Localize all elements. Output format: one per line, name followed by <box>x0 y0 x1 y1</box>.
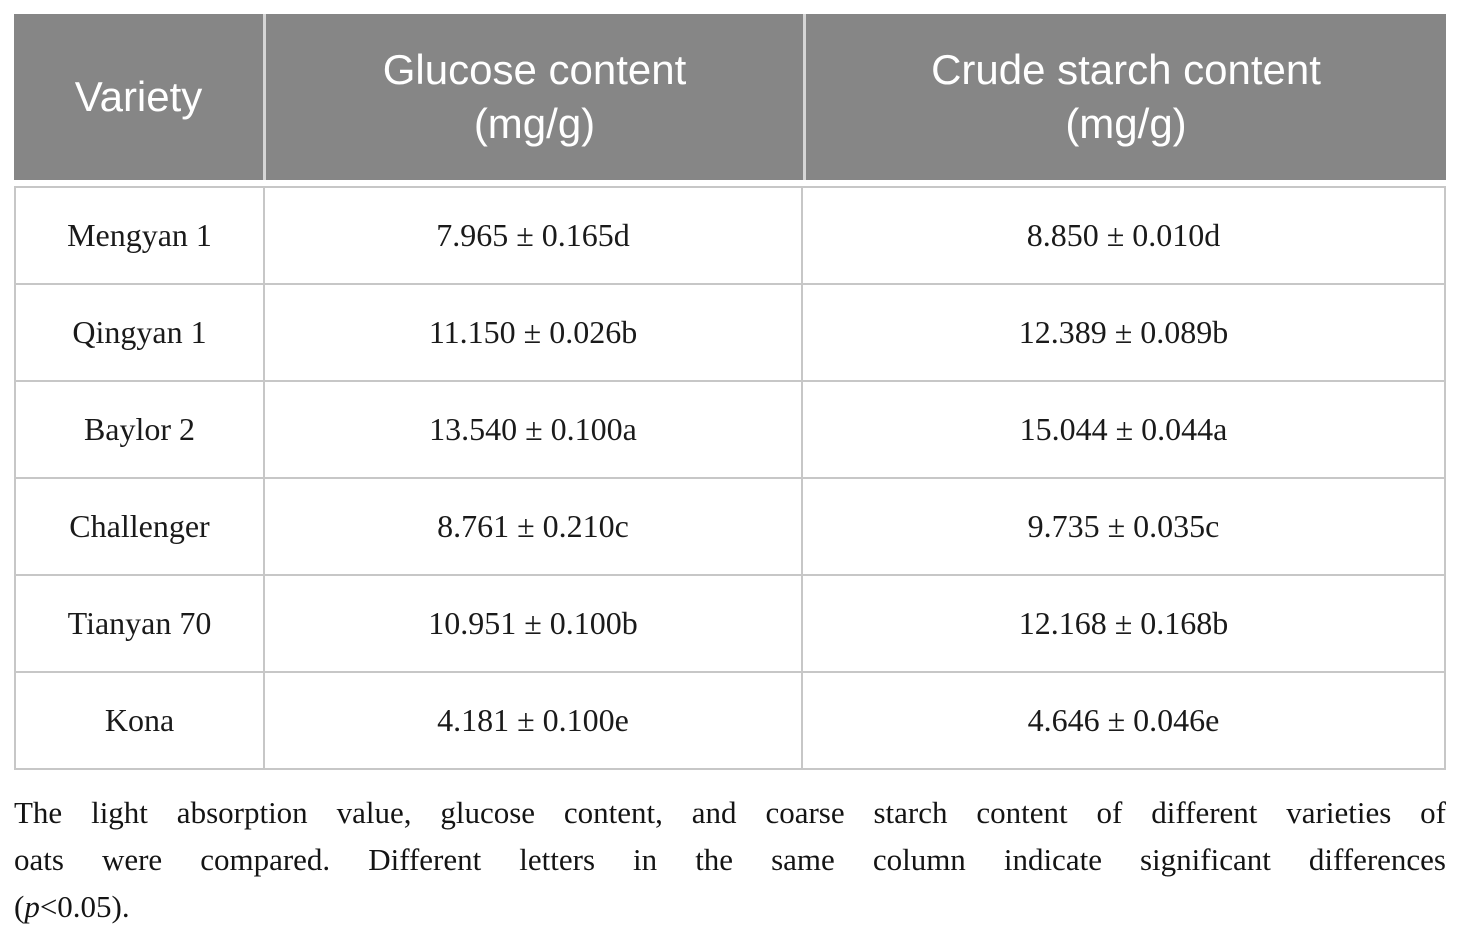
variety-cell: Challenger <box>69 508 210 544</box>
glucose-cell: 13.540 ± 0.100a <box>263 382 801 477</box>
col-header-glucose: Glucose content (mg/g) <box>263 14 803 180</box>
col-header-starch-title: Crude starch content <box>931 46 1321 93</box>
footnote-line-3: (p<0.05). <box>14 883 1446 930</box>
variety-cell: Mengyan 1 <box>67 217 212 253</box>
table-row: Mengyan 1 7.965 ± 0.165d 8.850 ± 0.010d <box>16 188 1444 283</box>
table-row: Tianyan 70 10.951 ± 0.100b 12.168 ± 0.16… <box>16 574 1444 671</box>
starch-cell: 15.044 ± 0.044a <box>801 382 1444 477</box>
table-row: Kona 4.181 ± 0.100e 4.646 ± 0.046e <box>16 671 1444 768</box>
starch-cell: 4.646 ± 0.046e <box>801 673 1444 768</box>
glucose-cell: 10.951 ± 0.100b <box>263 576 801 671</box>
col-header-starch-unit: (mg/g) <box>1065 100 1187 147</box>
table-footnote: The light absorption value, glucose cont… <box>14 789 1446 930</box>
footnote-p-symbol: p <box>24 889 40 924</box>
col-header-glucose-title: Glucose content <box>382 46 687 93</box>
table-row: Challenger 8.761 ± 0.210c 9.735 ± 0.035c <box>16 477 1444 574</box>
glucose-cell: 11.150 ± 0.026b <box>263 285 801 380</box>
data-table: Variety Glucose content (mg/g) Crude sta… <box>14 14 1446 770</box>
glucose-cell: 8.761 ± 0.210c <box>263 479 801 574</box>
variety-cell: Kona <box>104 702 175 738</box>
table-row: Baylor 2 13.540 ± 0.100a 15.044 ± 0.044a <box>16 380 1444 477</box>
variety-cell: Baylor 2 <box>83 411 196 447</box>
footnote-line-2: oats were compared. Different letters in… <box>14 842 1446 877</box>
variety-cell: Qingyan 1 <box>72 314 207 350</box>
starch-cell: 12.389 ± 0.089b <box>801 285 1444 380</box>
table-header-row: Variety Glucose content (mg/g) Crude sta… <box>14 14 1446 180</box>
footnote-p-value: <0.05). <box>39 889 130 924</box>
starch-cell: 9.735 ± 0.035c <box>801 479 1444 574</box>
variety-cell: Tianyan 70 <box>67 605 212 641</box>
glucose-cell: 4.181 ± 0.100e <box>263 673 801 768</box>
table-row: Qingyan 1 11.150 ± 0.026b 12.389 ± 0.089… <box>16 283 1444 380</box>
col-header-starch: Crude starch content (mg/g) <box>803 14 1446 180</box>
col-header-variety-title: Variety <box>74 73 203 120</box>
footnote-paren-open: ( <box>14 889 25 924</box>
starch-cell: 8.850 ± 0.010d <box>801 188 1444 283</box>
glucose-cell: 7.965 ± 0.165d <box>263 188 801 283</box>
table-body: Mengyan 1 7.965 ± 0.165d 8.850 ± 0.010d … <box>14 186 1446 770</box>
starch-cell: 12.168 ± 0.168b <box>801 576 1444 671</box>
col-header-glucose-unit: (mg/g) <box>473 100 596 147</box>
col-header-variety: Variety <box>14 14 263 180</box>
footnote-line-1: The light absorption value, glucose cont… <box>14 795 1446 830</box>
